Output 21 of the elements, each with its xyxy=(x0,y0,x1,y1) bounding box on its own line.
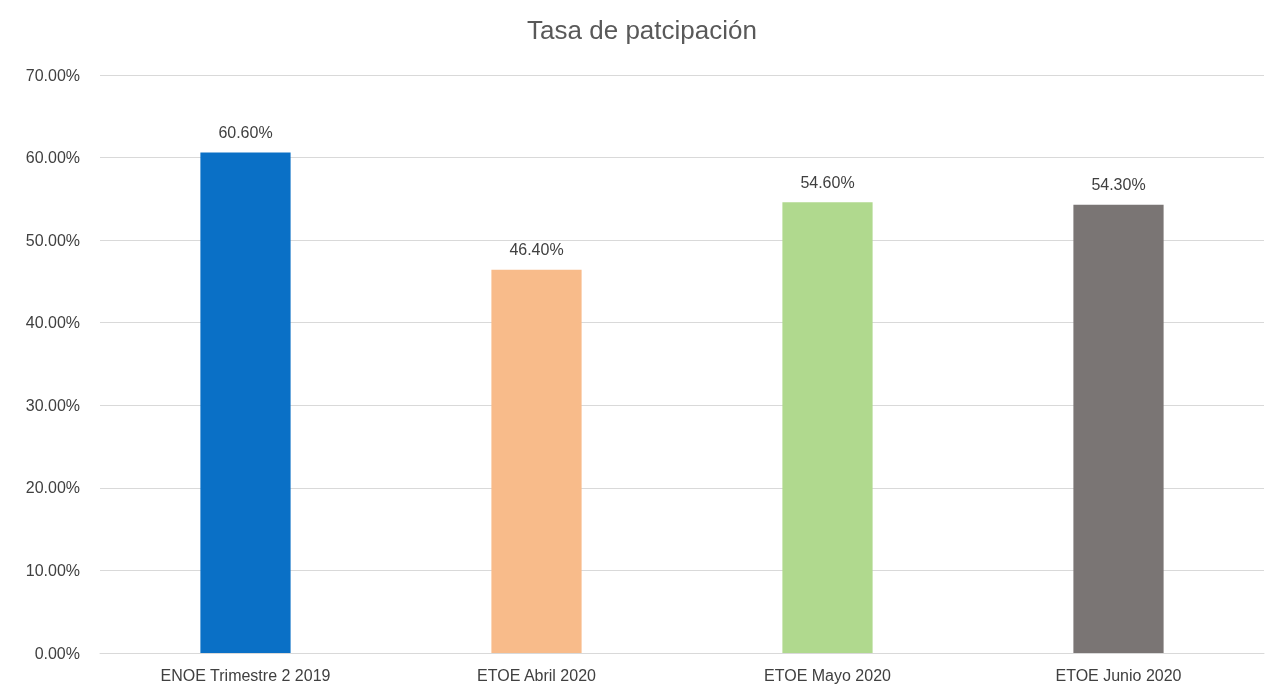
y-tick-label: 30.00% xyxy=(25,396,80,414)
bar xyxy=(782,202,873,653)
data-label: 60.60% xyxy=(218,124,273,142)
bar xyxy=(200,152,291,653)
y-tick-label: 40.00% xyxy=(25,314,80,332)
y-tick-label: 10.00% xyxy=(25,561,80,579)
data-label: 46.40% xyxy=(509,241,564,259)
bar xyxy=(491,269,582,653)
y-tick-label: 70.00% xyxy=(25,66,80,84)
x-tick-label: ETOE Abril 2020 xyxy=(477,666,597,684)
data-label: 54.30% xyxy=(1091,176,1146,194)
y-tick-label: 60.00% xyxy=(25,149,80,167)
chart-title: Tasa de patcipación xyxy=(527,15,757,45)
x-tick-label: ETOE Junio 2020 xyxy=(1055,666,1182,684)
y-tick-label: 50.00% xyxy=(25,231,80,249)
bar xyxy=(1073,204,1164,653)
x-tick-label: ENOE Trimestre 2 2019 xyxy=(160,666,331,684)
x-tick-label: ETOE Mayo 2020 xyxy=(764,666,892,684)
y-tick-label: 0.00% xyxy=(34,644,80,662)
y-tick-label: 20.00% xyxy=(25,479,80,497)
data-label: 54.60% xyxy=(800,173,855,191)
